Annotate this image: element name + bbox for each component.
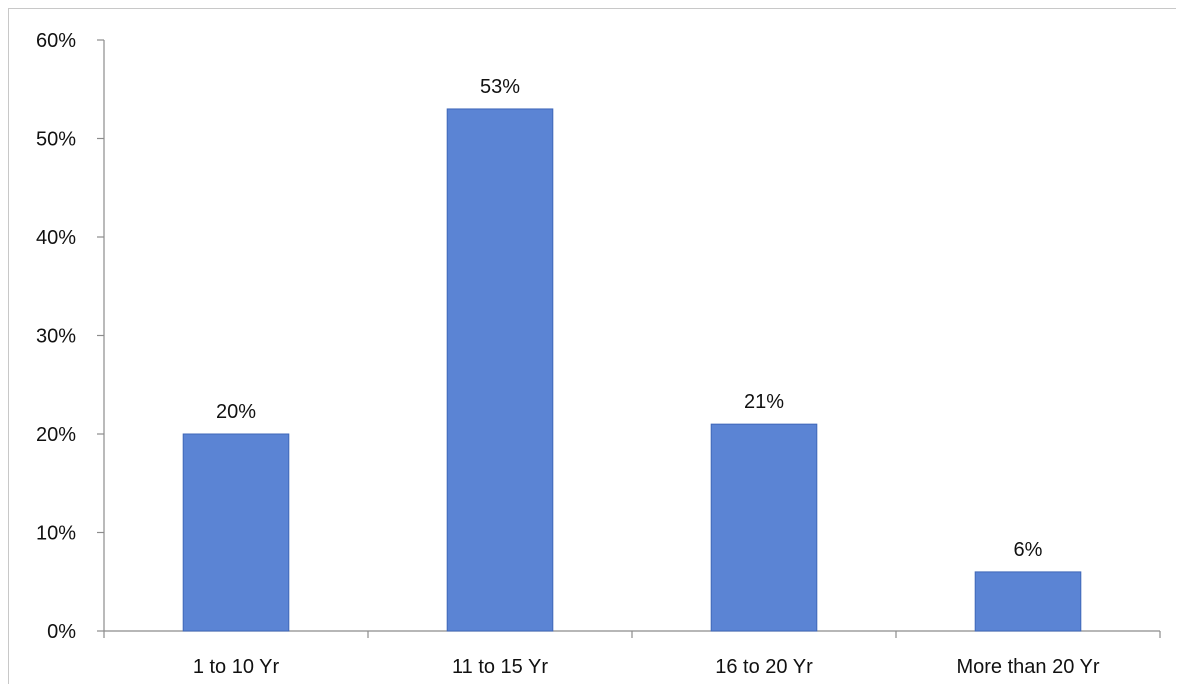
chart-frame bbox=[8, 8, 1176, 684]
bar bbox=[974, 571, 1082, 632]
y-tick-label: 60% bbox=[36, 30, 76, 52]
y-tick-label: 30% bbox=[36, 326, 76, 348]
y-tick-label: 10% bbox=[36, 523, 76, 545]
y-tick-label: 50% bbox=[36, 129, 76, 151]
y-tick-label: 0% bbox=[47, 621, 76, 643]
bar bbox=[446, 108, 554, 632]
data-label: 20% bbox=[216, 401, 256, 423]
data-label: 6% bbox=[1014, 539, 1043, 561]
y-tick-label: 40% bbox=[36, 227, 76, 249]
bar bbox=[710, 423, 818, 632]
y-tick-label: 20% bbox=[36, 424, 76, 446]
x-tick-label: 1 to 10 Yr bbox=[193, 656, 280, 678]
bar bbox=[182, 433, 290, 632]
axes: 0% 10% 20% 30% 40% 50% 60% bbox=[36, 30, 1161, 643]
data-label: 21% bbox=[744, 391, 784, 413]
x-tick-label: More than 20 Yr bbox=[956, 656, 1099, 678]
data-label: 53% bbox=[480, 76, 520, 98]
x-tick-label: 16 to 20 Yr bbox=[715, 656, 813, 678]
bars bbox=[182, 108, 1082, 632]
x-tick-label: 11 to 15 Yr bbox=[452, 656, 548, 678]
labels: 20% 1 to 10 Yr 53% 11 to 15 Yr 21% 16 to 20 Y… bbox=[193, 76, 1100, 678]
